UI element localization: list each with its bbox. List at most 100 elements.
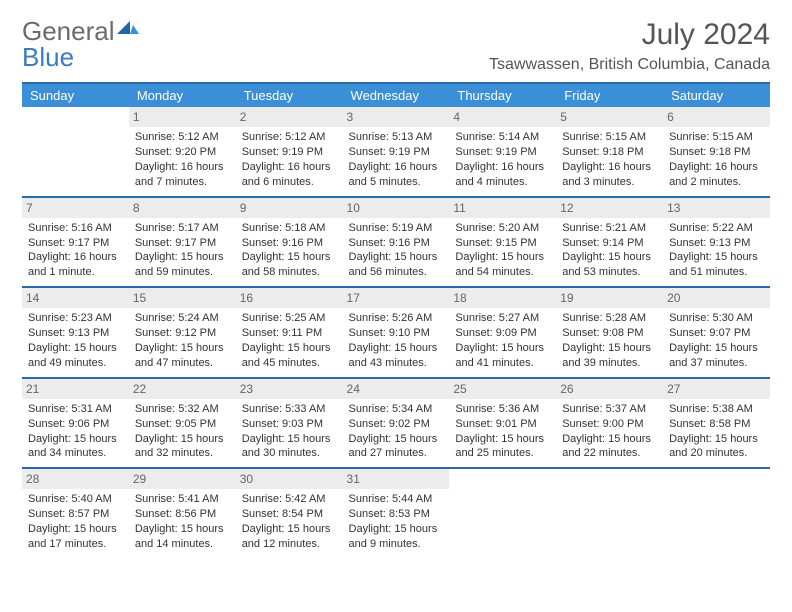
calendar-cell: 29Sunrise: 5:41 AMSunset: 8:56 PMDayligh… — [129, 468, 236, 558]
sunrise-line: Sunrise: 5:28 AM — [562, 311, 657, 326]
day-number: 9 — [236, 198, 343, 218]
sunrise-line: Sunrise: 5:44 AM — [349, 492, 444, 507]
brand-part2: Blue — [22, 42, 74, 72]
daylight-line: Daylight: 16 hours and 5 minutes. — [349, 160, 444, 190]
sunrise-line: Sunrise: 5:20 AM — [455, 221, 550, 236]
day-number: 26 — [556, 379, 663, 399]
sunrise-line: Sunrise: 5:34 AM — [349, 402, 444, 417]
weekday-header-row: SundayMondayTuesdayWednesdayThursdayFrid… — [22, 83, 770, 107]
daylight-line: Daylight: 16 hours and 3 minutes. — [562, 160, 657, 190]
sunrise-line: Sunrise: 5:14 AM — [455, 130, 550, 145]
weekday-header: Tuesday — [236, 83, 343, 107]
sunrise-line: Sunrise: 5:15 AM — [669, 130, 764, 145]
month-title: July 2024 — [489, 18, 770, 52]
daylight-line: Daylight: 15 hours and 54 minutes. — [455, 250, 550, 280]
title-block: July 2024 Tsawwassen, British Columbia, … — [489, 18, 770, 74]
calendar-cell: 11 Sunrise: 5:20 AMSunset: 9:15 PMDayligh… — [449, 197, 556, 288]
sunrise-line: Sunrise: 5:36 AM — [455, 402, 550, 417]
sunrise-line: Sunrise: 5:38 AM — [669, 402, 764, 417]
sunset-line: Sunset: 9:12 PM — [135, 326, 230, 341]
sunset-line: Sunset: 9:13 PM — [669, 236, 764, 251]
sunrise-line: Sunrise: 5:16 AM — [28, 221, 123, 236]
daylight-line: Daylight: 15 hours and 47 minutes. — [135, 341, 230, 371]
weekday-header: Wednesday — [343, 83, 450, 107]
calendar-cell: 26Sunrise: 5:37 AMSunset: 9:00 PMDayligh… — [556, 378, 663, 469]
sunset-line: Sunset: 9:19 PM — [242, 145, 337, 160]
day-number: 14 — [22, 288, 129, 308]
calendar-cell: 14Sunrise: 5:23 AMSunset: 9:13 PMDayligh… — [22, 287, 129, 378]
day-number: 27 — [663, 379, 770, 399]
calendar-cell: 31 Sunrise: 5:44 AMSunset: 8:53 PMDayligh… — [343, 468, 450, 558]
daylight-line: Daylight: 15 hours and 9 minutes. — [349, 522, 444, 552]
sunset-line: Sunset: 9:09 PM — [455, 326, 550, 341]
sunrise-line: Sunrise: 5:42 AM — [242, 492, 337, 507]
day-number: 6 — [663, 107, 770, 127]
day-number: 31 — [343, 469, 450, 489]
sunrise-line: Sunrise: 5:21 AM — [562, 221, 657, 236]
calendar-row: 1Sunrise: 5:12 AMSunset: 9:20 PMDaylight… — [22, 107, 770, 197]
day-number: 11 — [449, 198, 556, 218]
sunrise-line: Sunrise: 5:27 AM — [455, 311, 550, 326]
sunset-line: Sunset: 9:18 PM — [669, 145, 764, 160]
day-number: 2 — [236, 107, 343, 127]
calendar-cell: 8Sunrise: 5:17 AMSunset: 9:17 PMDaylight… — [129, 197, 236, 288]
weekday-header: Monday — [129, 83, 236, 107]
day-number: 28 — [22, 469, 129, 489]
calendar-cell — [663, 468, 770, 558]
day-number: 24 — [343, 379, 450, 399]
calendar-row: 21Sunrise: 5:31 AMSunset: 9:06 PMDayligh… — [22, 378, 770, 469]
calendar-cell: 5Sunrise: 5:15 AMSunset: 9:18 PMDaylight… — [556, 107, 663, 197]
calendar-cell: 9Sunrise: 5:18 AMSunset: 9:16 PMDaylight… — [236, 197, 343, 288]
calendar-cell — [449, 468, 556, 558]
page-header: GeneralBlue July 2024 Tsawwassen, Britis… — [22, 18, 770, 74]
calendar-row: 7Sunrise: 5:16 AMSunset: 9:17 PMDaylight… — [22, 197, 770, 288]
day-number: 29 — [129, 469, 236, 489]
sunset-line: Sunset: 9:13 PM — [28, 326, 123, 341]
daylight-line: Daylight: 16 hours and 6 minutes. — [242, 160, 337, 190]
sunset-line: Sunset: 9:18 PM — [562, 145, 657, 160]
calendar-table: SundayMondayTuesdayWednesdayThursdayFrid… — [22, 82, 770, 558]
daylight-line: Daylight: 15 hours and 39 minutes. — [562, 341, 657, 371]
calendar-cell: 18Sunrise: 5:27 AMSunset: 9:09 PMDayligh… — [449, 287, 556, 378]
calendar-cell: 20Sunrise: 5:30 AMSunset: 9:07 PMDayligh… — [663, 287, 770, 378]
calendar-cell: 7Sunrise: 5:16 AMSunset: 9:17 PMDaylight… — [22, 197, 129, 288]
daylight-line: Daylight: 15 hours and 59 minutes. — [135, 250, 230, 280]
day-number: 19 — [556, 288, 663, 308]
calendar-cell: 6Sunrise: 5:15 AMSunset: 9:18 PMDaylight… — [663, 107, 770, 197]
calendar-cell: 1Sunrise: 5:12 AMSunset: 9:20 PMDaylight… — [129, 107, 236, 197]
brand-logo: GeneralBlue — [22, 18, 141, 70]
sunset-line: Sunset: 9:06 PM — [28, 417, 123, 432]
calendar-cell: 21Sunrise: 5:31 AMSunset: 9:06 PMDayligh… — [22, 378, 129, 469]
sunrise-line: Sunrise: 5:23 AM — [28, 311, 123, 326]
calendar-cell: 3Sunrise: 5:13 AMSunset: 9:19 PMDaylight… — [343, 107, 450, 197]
day-number: 15 — [129, 288, 236, 308]
daylight-line: Daylight: 15 hours and 56 minutes. — [349, 250, 444, 280]
sunrise-line: Sunrise: 5:26 AM — [349, 311, 444, 326]
sunset-line: Sunset: 8:53 PM — [349, 507, 444, 522]
sunset-line: Sunset: 8:57 PM — [28, 507, 123, 522]
sunrise-line: Sunrise: 5:12 AM — [135, 130, 230, 145]
daylight-line: Daylight: 15 hours and 58 minutes. — [242, 250, 337, 280]
sunset-line: Sunset: 9:03 PM — [242, 417, 337, 432]
daylight-line: Daylight: 15 hours and 27 minutes. — [349, 432, 444, 462]
day-number: 10 — [343, 198, 450, 218]
daylight-line: Daylight: 15 hours and 12 minutes. — [242, 522, 337, 552]
sunset-line: Sunset: 9:02 PM — [349, 417, 444, 432]
sunrise-line: Sunrise: 5:12 AM — [242, 130, 337, 145]
day-number: 22 — [129, 379, 236, 399]
sunset-line: Sunset: 9:19 PM — [349, 145, 444, 160]
daylight-line: Daylight: 15 hours and 41 minutes. — [455, 341, 550, 371]
day-number: 17 — [343, 288, 450, 308]
sunset-line: Sunset: 9:08 PM — [562, 326, 657, 341]
calendar-cell: 25Sunrise: 5:36 AMSunset: 9:01 PMDayligh… — [449, 378, 556, 469]
sunrise-line: Sunrise: 5:31 AM — [28, 402, 123, 417]
calendar-row: 14 Sunrise: 5:23 AMSunset: 9:13 PM Dayligh… — [22, 287, 770, 378]
sunset-line: Sunset: 9:11 PM — [242, 326, 337, 341]
sunset-line: Sunset: 8:56 PM — [135, 507, 230, 522]
daylight-line: Daylight: 15 hours and 25 minutes. — [455, 432, 550, 462]
calendar-cell: 22Sunrise: 5:32 AMSunset: 9:05 PMDayligh… — [129, 378, 236, 469]
sunset-line: Sunset: 9:15 PM — [455, 236, 550, 251]
sunset-line: Sunset: 9:17 PM — [28, 236, 123, 251]
sunset-line: Sunset: 9:16 PM — [242, 236, 337, 251]
calendar-cell: 15Sunrise: 5:24 AMSunset: 9:12 PMDayligh… — [129, 287, 236, 378]
